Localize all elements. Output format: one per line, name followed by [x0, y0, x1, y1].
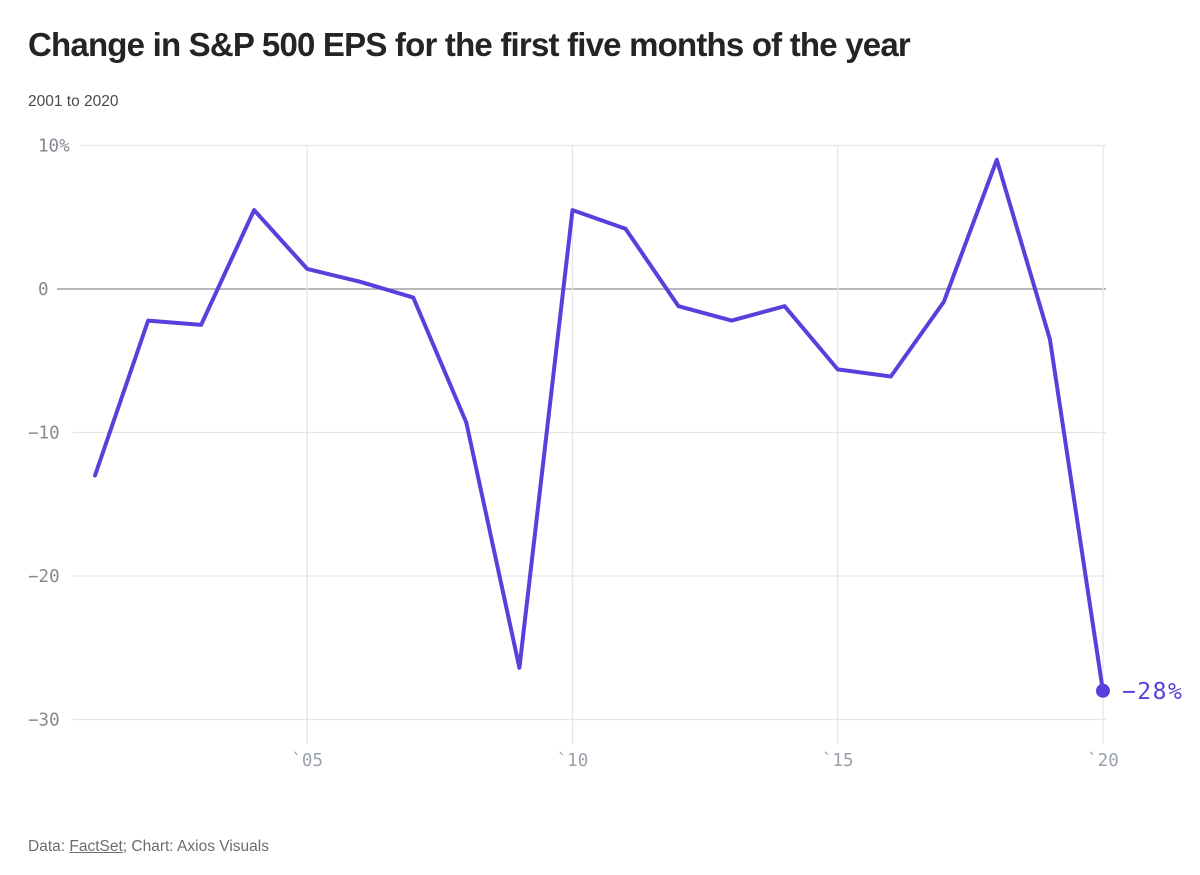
footer-data-prefix: Data:	[28, 838, 70, 855]
end-point-dot	[1095, 683, 1110, 698]
chart-subtitle: 2001 to 2020	[28, 93, 119, 110]
y-axis-label-10: 10%	[38, 137, 70, 157]
end-point-value-label: −28%	[1122, 679, 1183, 705]
factset-source-link[interactable]: FactSet	[69, 838, 123, 855]
x-axis-label-2015: `15	[822, 751, 854, 771]
eps-data-line	[93, 157, 1105, 693]
y-axis-label--10: −10	[28, 424, 60, 444]
x-axis-label-2020: `20	[1087, 751, 1119, 771]
y-axis-label-0: 0	[38, 280, 49, 300]
footer-credit-suffix: ; Chart: Axios Visuals	[122, 838, 269, 855]
y-axis-label--30: −30	[28, 711, 60, 731]
y-axis-label--20: −20	[28, 567, 60, 587]
chart-footer: Data: FactSet; Chart: Axios Visuals	[28, 838, 269, 856]
x-axis-label-2005: `05	[291, 751, 323, 771]
x-axis-label-2010: `10	[557, 751, 589, 771]
chart-title: Change in S&P 500 EPS for the first five…	[28, 26, 911, 63]
